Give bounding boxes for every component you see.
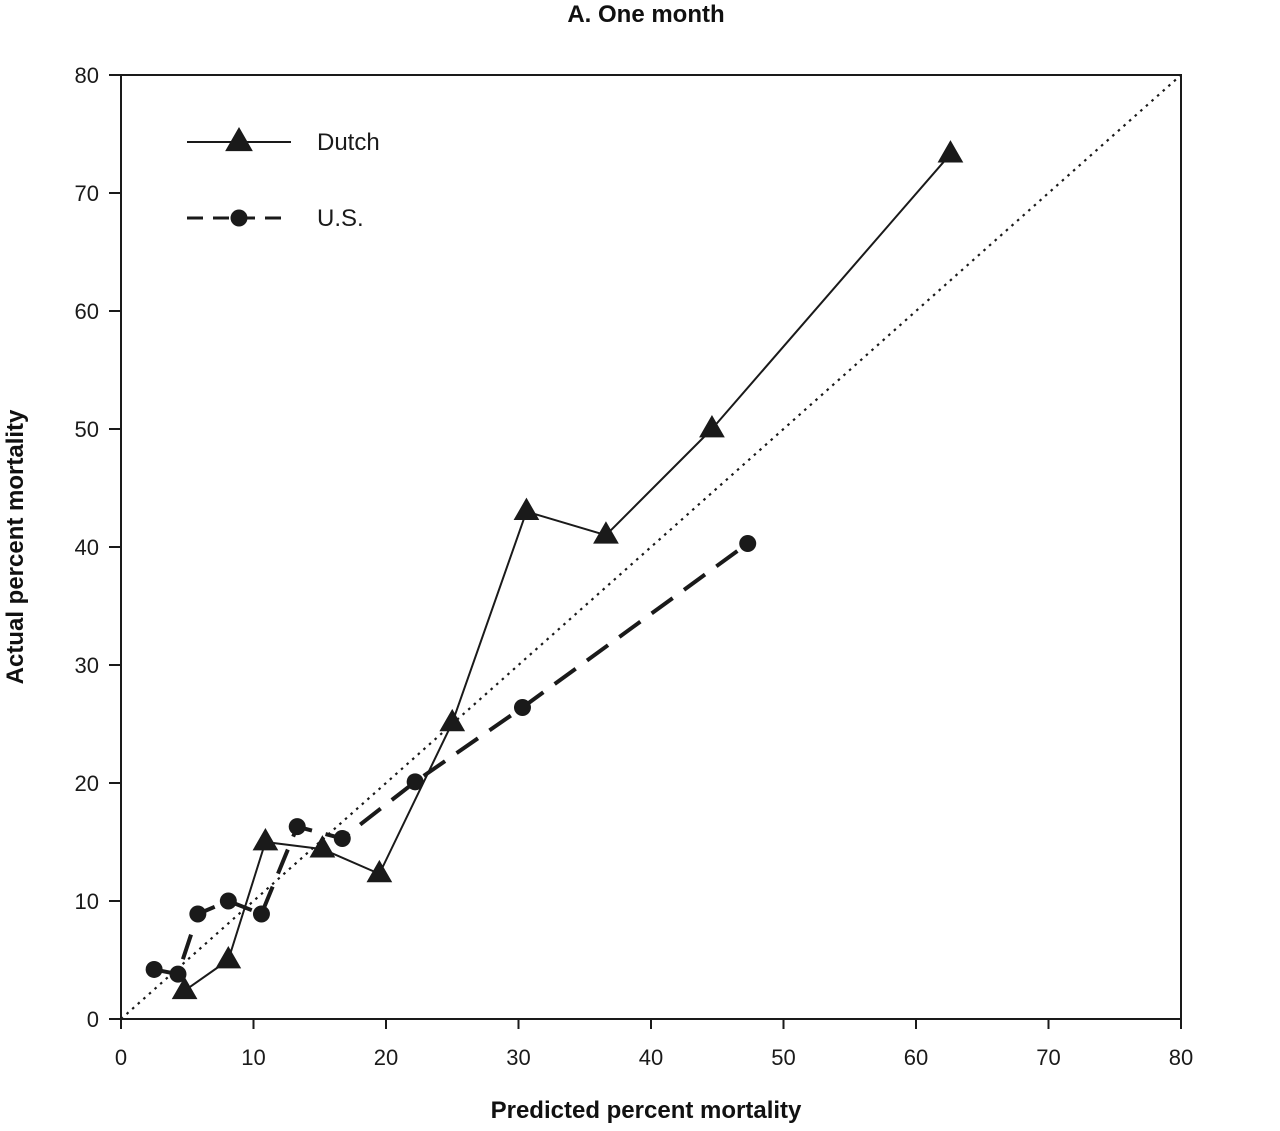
- y-tick-label: 50: [75, 417, 99, 442]
- y-tick-label: 40: [75, 535, 99, 560]
- series-line-1: [153, 541, 749, 977]
- legend-label: U.S.: [317, 205, 364, 232]
- data-point-triangle: [215, 946, 242, 969]
- x-tick-label: 40: [639, 1045, 663, 1070]
- x-tick-label: 30: [506, 1045, 530, 1070]
- data-point-circle: [739, 534, 757, 552]
- x-tick-label: 20: [374, 1045, 398, 1070]
- data-point-triangle: [593, 521, 619, 544]
- y-tick-label: 20: [75, 771, 99, 796]
- y-tick-label: 0: [87, 1007, 99, 1032]
- data-point-circle: [406, 773, 424, 791]
- x-tick-label: 80: [1169, 1045, 1193, 1070]
- legend: Dutch U.S.: [187, 126, 380, 232]
- y-tick-label: 60: [75, 299, 99, 324]
- x-tick-label: 0: [115, 1045, 127, 1070]
- data-point-circle: [513, 698, 531, 716]
- data-point-circle: [219, 892, 237, 910]
- legend-label: Dutch: [317, 129, 380, 156]
- y-tick-label: 30: [75, 653, 99, 678]
- legend-marker-circle: [230, 209, 248, 227]
- y-axis-title: Actual percent mortality: [2, 409, 29, 684]
- data-point-circle: [333, 829, 351, 847]
- data-point-circle: [288, 818, 306, 836]
- data-point-triangle: [309, 835, 336, 858]
- x-tick-label: 50: [771, 1045, 795, 1070]
- data-point-circle: [189, 905, 207, 923]
- data-point-circle: [252, 905, 270, 923]
- data-point-circle: [169, 965, 187, 983]
- data-point-triangle: [252, 828, 279, 851]
- legend-marker-triangle: [225, 126, 253, 152]
- data-point-triangle: [513, 497, 540, 521]
- data-point-triangle: [439, 708, 466, 732]
- data-point-triangle: [699, 415, 725, 438]
- y-tick-label: 70: [75, 181, 99, 206]
- chart-title: A. One month: [567, 1, 724, 28]
- data-point-triangle: [171, 976, 198, 1000]
- data-point-triangle: [937, 140, 964, 163]
- y-tick-label: 10: [75, 889, 99, 914]
- x-tick-label: 60: [904, 1045, 928, 1070]
- x-tick-label: 10: [241, 1045, 265, 1070]
- x-axis-title: Predicted percent mortality: [491, 1097, 802, 1124]
- x-tick-label: 70: [1036, 1045, 1060, 1070]
- data-point-circle: [145, 960, 163, 978]
- data-point-triangle: [366, 859, 393, 883]
- series-line-0: [184, 153, 952, 992]
- y-tick-label: 80: [75, 63, 99, 88]
